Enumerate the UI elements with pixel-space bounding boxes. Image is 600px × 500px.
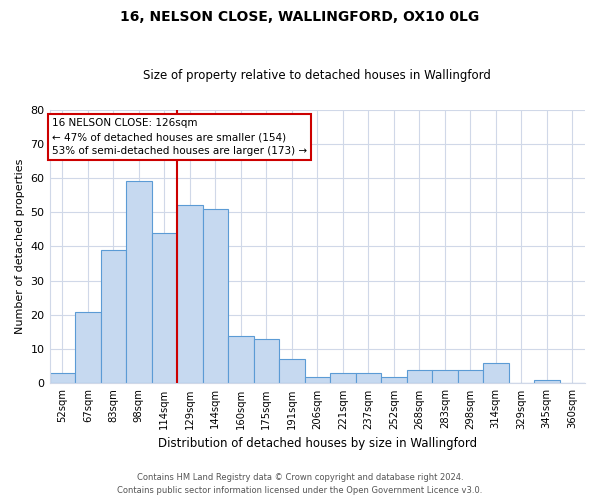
Bar [126, 182, 152, 384]
Bar [432, 370, 458, 384]
Bar [279, 360, 305, 384]
Bar [50, 373, 75, 384]
Bar [177, 206, 203, 384]
Bar [330, 373, 356, 384]
Bar [203, 209, 228, 384]
Bar [254, 339, 279, 384]
Bar [305, 376, 330, 384]
Text: 16 NELSON CLOSE: 126sqm
← 47% of detached houses are smaller (154)
53% of semi-d: 16 NELSON CLOSE: 126sqm ← 47% of detache… [52, 118, 307, 156]
Bar [534, 380, 560, 384]
Text: 16, NELSON CLOSE, WALLINGFORD, OX10 0LG: 16, NELSON CLOSE, WALLINGFORD, OX10 0LG [121, 10, 479, 24]
Bar [458, 370, 483, 384]
Bar [101, 250, 126, 384]
Bar [228, 336, 254, 384]
Bar [483, 363, 509, 384]
Y-axis label: Number of detached properties: Number of detached properties [15, 159, 25, 334]
Bar [356, 373, 381, 384]
Text: Contains HM Land Registry data © Crown copyright and database right 2024.
Contai: Contains HM Land Registry data © Crown c… [118, 474, 482, 495]
X-axis label: Distribution of detached houses by size in Wallingford: Distribution of detached houses by size … [158, 437, 477, 450]
Bar [381, 376, 407, 384]
Bar [407, 370, 432, 384]
Bar [152, 233, 177, 384]
Bar [75, 312, 101, 384]
Title: Size of property relative to detached houses in Wallingford: Size of property relative to detached ho… [143, 69, 491, 82]
